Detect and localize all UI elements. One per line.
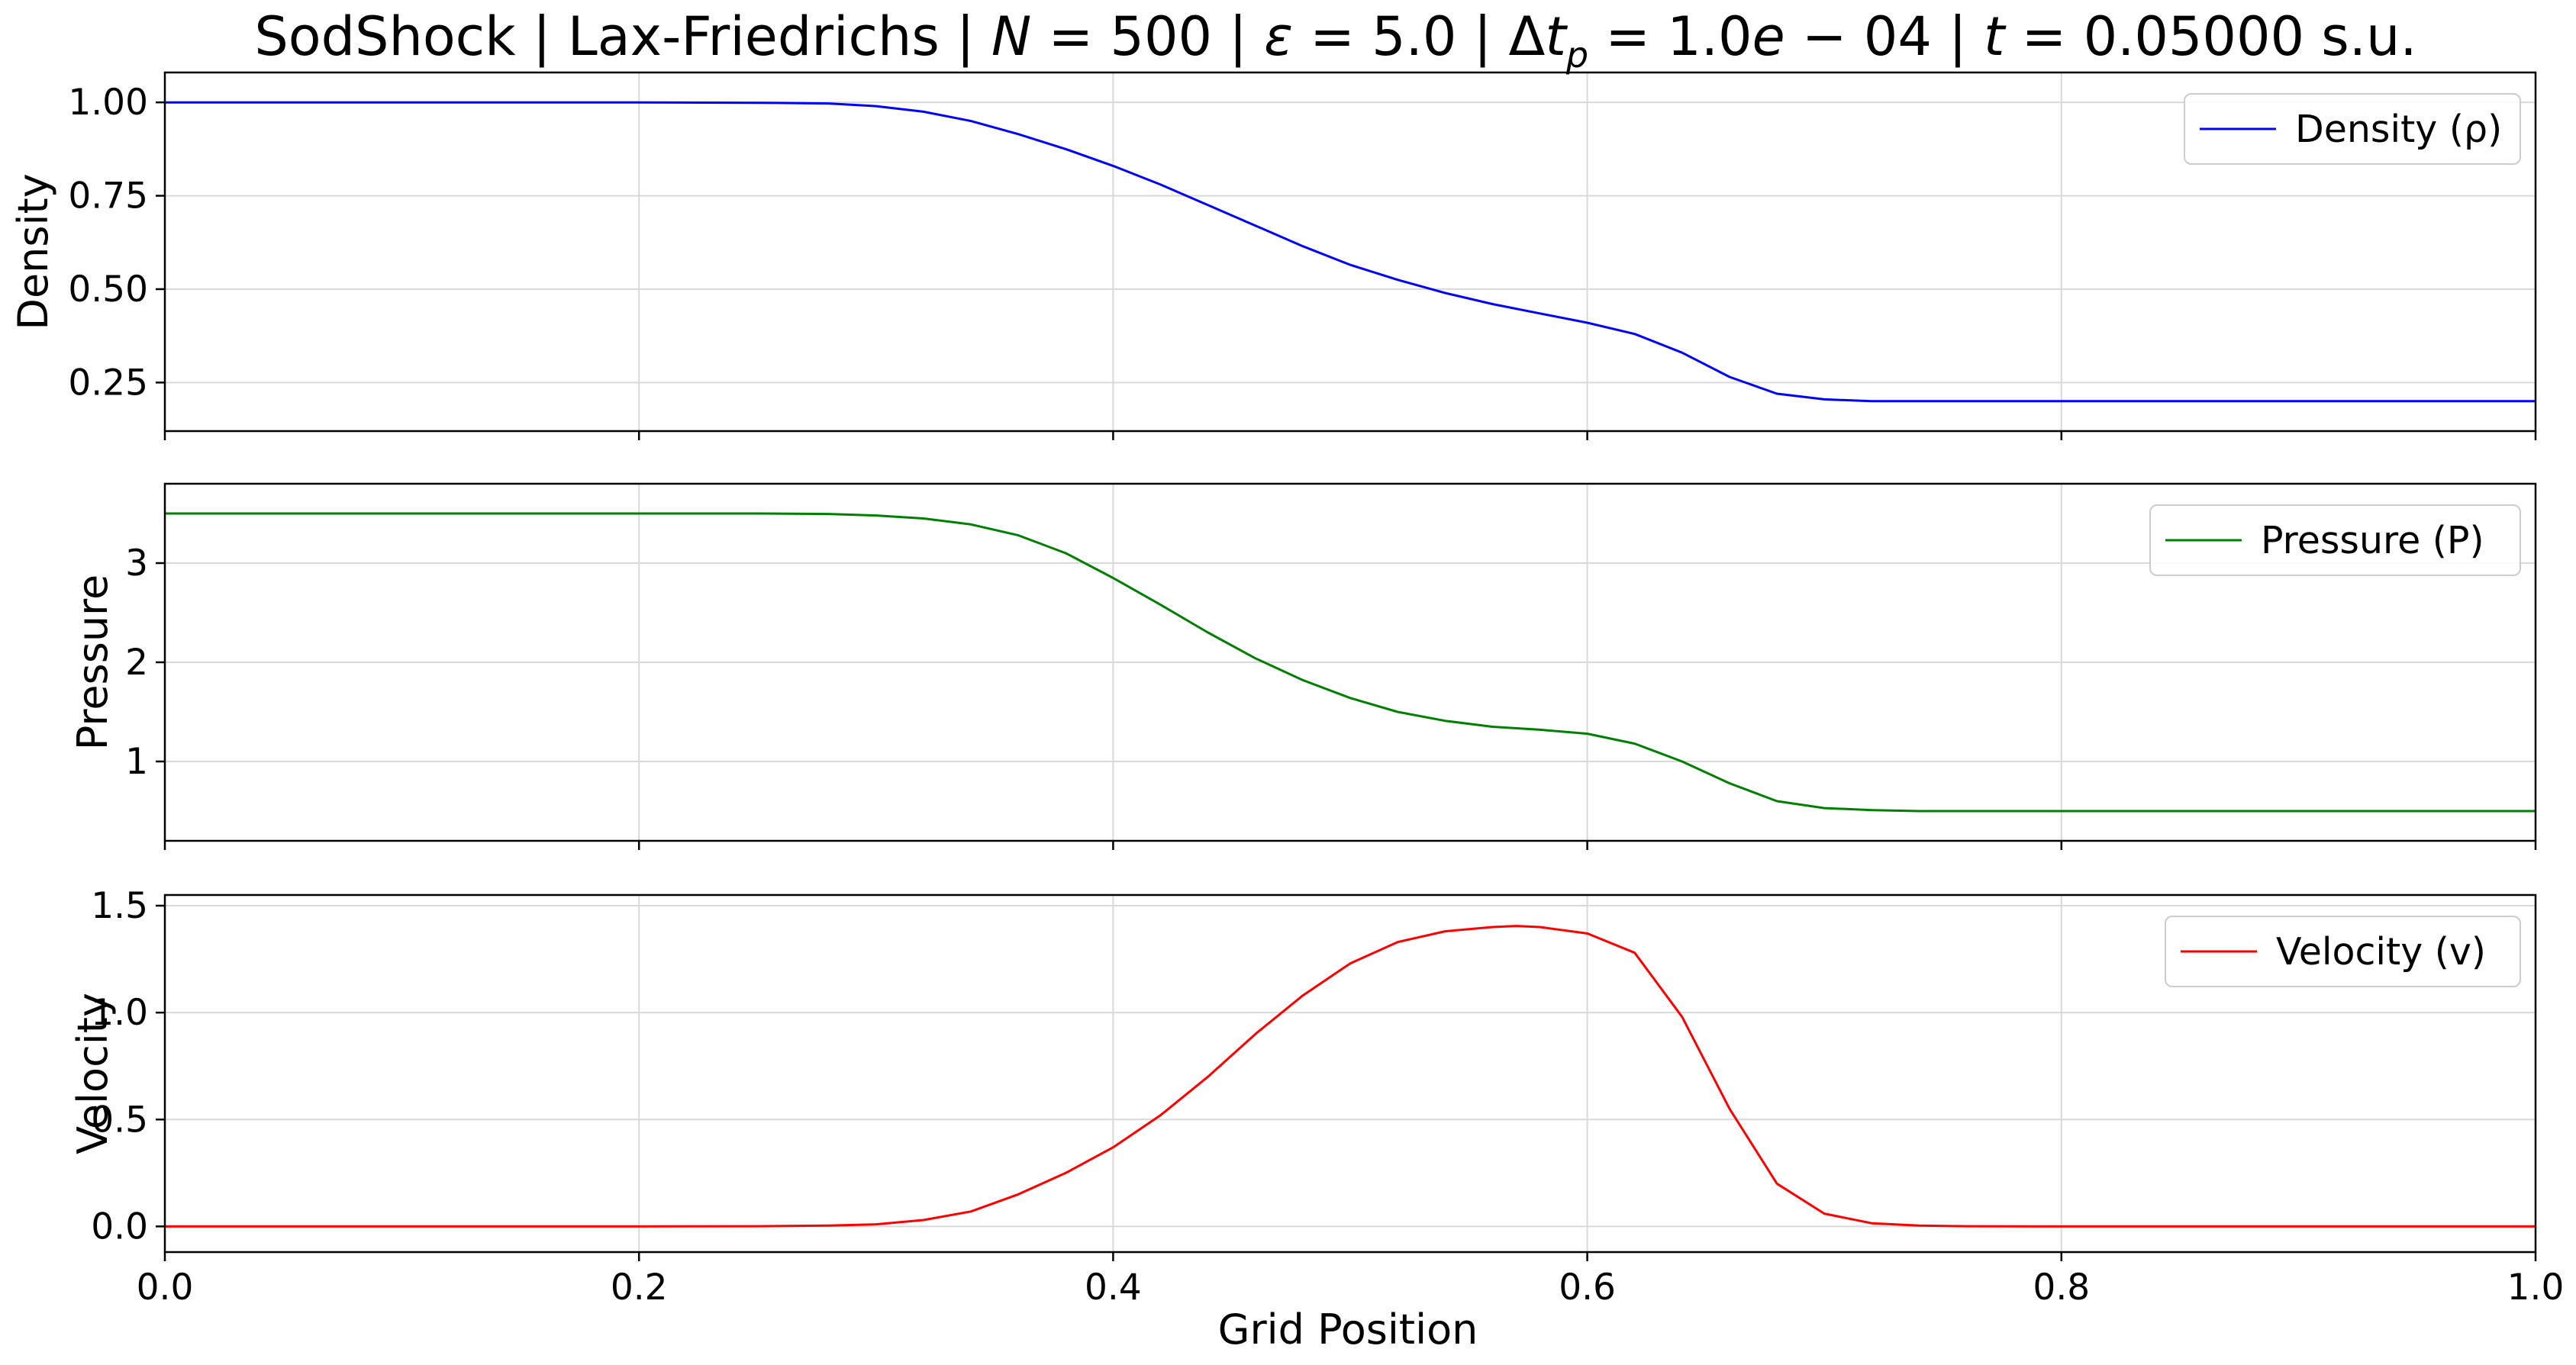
x-tick-label: 0.4 bbox=[1085, 1267, 1142, 1309]
subplot-velocity: 0.0 0.2 0.4 0.6 0.8 1.0 0.0 0.5 1.0 1.5 Velocity Ve… bbox=[69, 885, 2564, 1309]
series-line-density bbox=[165, 101, 2536, 403]
y-tick-label: 1.5 bbox=[91, 885, 148, 927]
x-tick-label: 0.6 bbox=[1559, 1267, 1616, 1309]
chart-title: SodShock | Lax-Friedrichs | N = 500 | ε … bbox=[254, 5, 2416, 76]
x-axis-label: Grid Position bbox=[1218, 1305, 1478, 1354]
x-tick-label: 1.0 bbox=[2507, 1267, 2565, 1309]
series-line-velocity bbox=[165, 925, 2536, 1228]
y-tick-label: 0.0 bbox=[91, 1206, 148, 1247]
legend-box bbox=[2184, 93, 2521, 165]
axes-frame bbox=[163, 71, 2537, 433]
x-tick-label: 0.8 bbox=[2033, 1267, 2090, 1309]
axes-frame bbox=[163, 893, 2537, 1254]
y-tick-label: 1 bbox=[125, 741, 148, 783]
axes-frame bbox=[163, 482, 2537, 842]
series-line-pressure bbox=[165, 512, 2536, 813]
y-tick-label: 1.0 bbox=[91, 992, 148, 1034]
subplot-density: 0.25 0.50 0.75 1.00 Density Density (ρ) bbox=[9, 71, 2537, 440]
legend-box bbox=[2149, 504, 2521, 576]
y-tick-label: 2 bbox=[125, 642, 148, 684]
legend: Velocity (v) bbox=[2165, 916, 2521, 987]
legend-box bbox=[2165, 916, 2521, 987]
y-tick-label: 0.75 bbox=[68, 175, 148, 217]
y-tick-label: 1.00 bbox=[68, 82, 148, 124]
legend-label: Velocity (v) bbox=[2276, 930, 2486, 974]
legend: Density (ρ) bbox=[2184, 93, 2521, 165]
y-tick-label: 0.25 bbox=[68, 362, 148, 404]
x-tick-label: 0.2 bbox=[611, 1267, 668, 1309]
legend: Pressure (P) bbox=[2149, 504, 2521, 576]
legend-label: Pressure (P) bbox=[2261, 519, 2484, 562]
y-axis-label: Density bbox=[9, 173, 57, 330]
y-axis-label: Pressure bbox=[69, 575, 117, 751]
x-tick-label: 0.0 bbox=[137, 1267, 194, 1309]
y-tick-label: 0.50 bbox=[68, 269, 148, 311]
y-axis-label: Velocity bbox=[69, 993, 117, 1154]
legend-label: Density (ρ) bbox=[2295, 108, 2502, 151]
y-tick-label: 3 bbox=[125, 542, 148, 584]
y-tick-label: 0.5 bbox=[91, 1099, 148, 1141]
